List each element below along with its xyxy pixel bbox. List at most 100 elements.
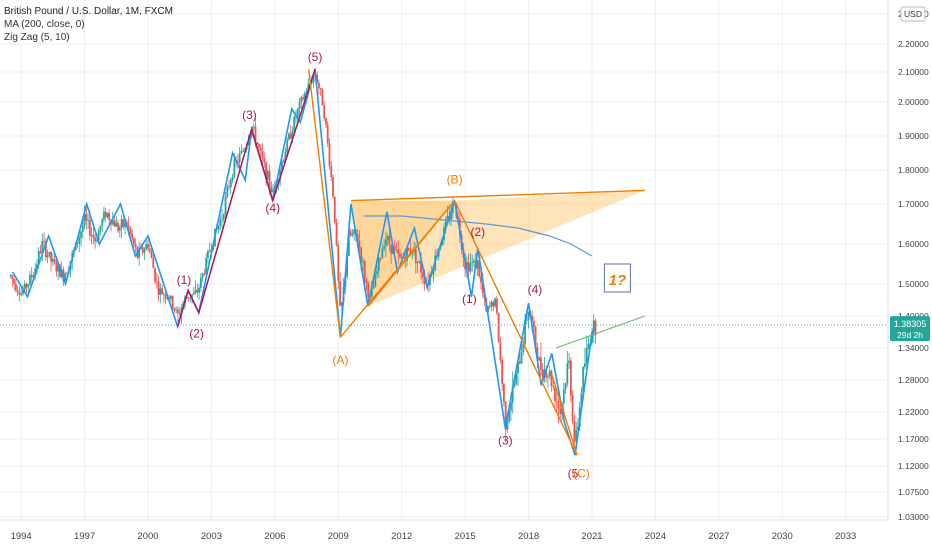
- candle-body: [133, 238, 135, 245]
- candle-body: [312, 74, 315, 83]
- candle-body: [189, 297, 192, 299]
- candle-body: [335, 222, 338, 246]
- candle-body: [97, 230, 100, 241]
- candle-body: [207, 251, 209, 258]
- candle-body: [584, 363, 586, 368]
- candle-body: [120, 219, 123, 228]
- candle-body: [143, 249, 146, 253]
- candle-body: [388, 235, 391, 245]
- candle-body: [395, 248, 398, 251]
- y-tick-label: 1.03000: [898, 512, 929, 522]
- x-tick-label: 2000: [137, 531, 158, 542]
- candle-body: [293, 116, 296, 132]
- x-tick-label: 1997: [74, 531, 95, 542]
- candle-body: [57, 264, 60, 272]
- candle-body: [332, 177, 334, 197]
- candle-body: [577, 426, 579, 430]
- candle-body: [154, 268, 156, 282]
- candle-body: [187, 296, 190, 299]
- candle-body: [524, 320, 526, 344]
- candle-body: [305, 91, 308, 94]
- x-tick-label: 2027: [708, 531, 729, 542]
- candle-body: [518, 361, 521, 364]
- x-tick-label: 2021: [581, 531, 602, 542]
- candle-body: [333, 196, 336, 223]
- candle-body: [80, 231, 82, 238]
- candle-body: [421, 272, 424, 278]
- candle-body: [441, 240, 444, 246]
- wave-label: (1): [462, 292, 477, 306]
- candle-body: [480, 276, 482, 283]
- y-tick-label: 2.20000: [898, 39, 929, 49]
- candle-body: [29, 274, 31, 285]
- candle-body: [481, 282, 484, 294]
- candle-body: [159, 288, 162, 295]
- candle-body: [525, 319, 528, 321]
- candle-body: [495, 298, 498, 313]
- candle-body: [265, 162, 267, 180]
- candle-body: [393, 246, 396, 249]
- x-tick-label: 2030: [772, 531, 793, 542]
- candle-body: [321, 89, 324, 106]
- candle-body: [515, 372, 518, 385]
- candle-body: [319, 88, 322, 90]
- candle-body: [499, 342, 502, 361]
- candle-body: [108, 213, 111, 220]
- candle-body: [111, 220, 114, 225]
- legend-title: British Pound / U.S. Dollar, 1M, FXCM: [4, 6, 173, 17]
- candle-body: [296, 108, 299, 117]
- candle-body: [397, 250, 400, 254]
- candle-body: [85, 213, 88, 221]
- wave-label: (5: [568, 467, 579, 481]
- candle-body: [585, 347, 588, 364]
- candle-body: [178, 312, 181, 314]
- candle-body: [37, 251, 40, 265]
- legend-zigzag[interactable]: Zig Zag (5, 10): [4, 32, 70, 43]
- candle-body: [478, 260, 481, 277]
- candle-body: [531, 316, 533, 321]
- candle-body: [141, 247, 144, 253]
- candle-body: [166, 297, 169, 299]
- candle-body: [30, 274, 33, 278]
- candle-body: [39, 251, 42, 253]
- candle-body: [286, 139, 289, 153]
- candle-body: [48, 251, 51, 256]
- wave-label: (1): [177, 273, 192, 287]
- candle-body: [254, 126, 257, 143]
- candle-body: [399, 253, 401, 258]
- candle-body: [203, 273, 206, 275]
- x-tick-label: 2009: [328, 531, 349, 542]
- candle-body: [229, 180, 232, 188]
- ma200-line: [363, 215, 593, 257]
- candle-body: [562, 389, 565, 404]
- last-price-value: 1.38305: [894, 319, 927, 329]
- legend-ma[interactable]: MA (200, close, 0): [4, 19, 85, 30]
- candle-body: [349, 230, 352, 236]
- candle-body: [256, 142, 259, 145]
- candle-body: [258, 144, 260, 148]
- candle-body: [281, 161, 283, 170]
- candle-body: [138, 248, 141, 258]
- candle-body: [14, 283, 17, 291]
- candle-body: [582, 367, 585, 394]
- triangle-bottom-edge: [367, 200, 456, 307]
- y-tick-label: 1.40000: [898, 311, 929, 321]
- candle-body: [538, 357, 541, 361]
- x-tick-label: 2012: [391, 531, 412, 542]
- candle-body: [346, 256, 348, 277]
- zigzag-line: [11, 68, 595, 456]
- candle-body: [161, 288, 163, 295]
- candle-body: [466, 262, 468, 270]
- candle-body: [575, 429, 578, 442]
- candle-body: [155, 281, 158, 283]
- candle-body: [367, 283, 370, 298]
- candle-body: [23, 283, 26, 291]
- candle-body: [124, 222, 126, 228]
- orange-line: [307, 69, 342, 338]
- candle-body: [377, 258, 380, 271]
- candle-body: [11, 275, 14, 280]
- candle-body: [261, 150, 264, 158]
- candle-body: [106, 213, 109, 218]
